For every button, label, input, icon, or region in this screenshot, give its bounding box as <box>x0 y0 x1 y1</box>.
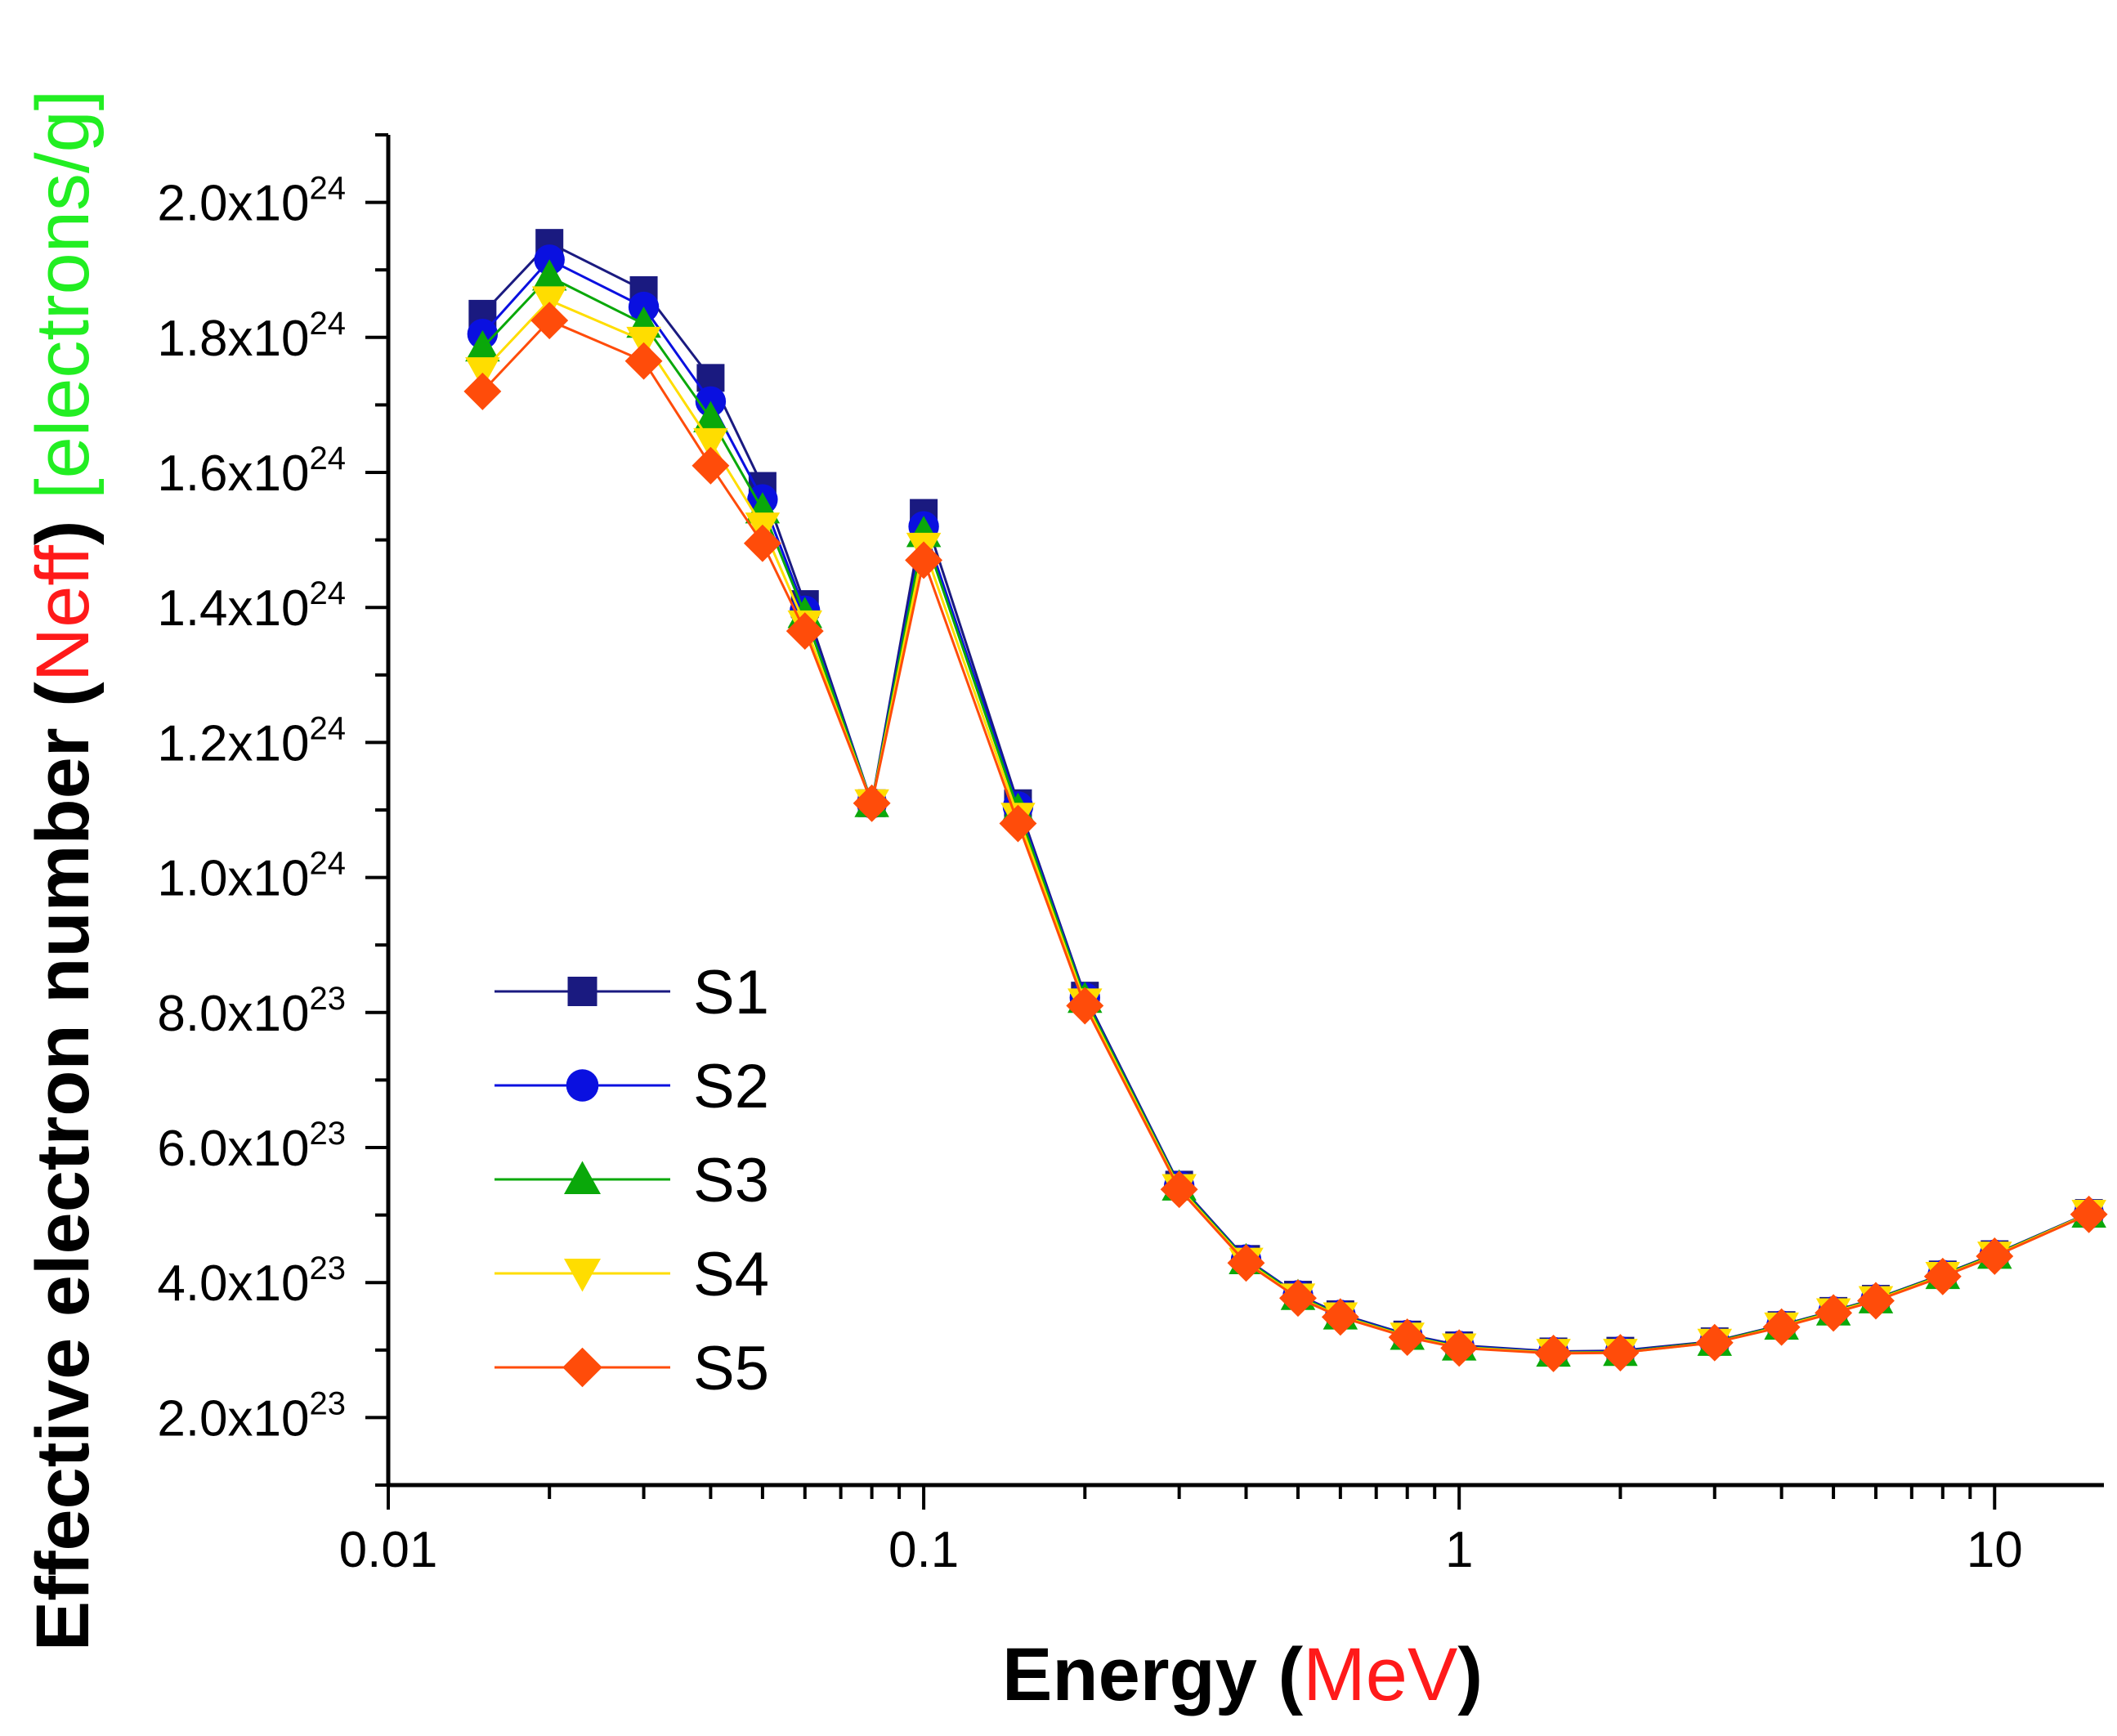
y-tick-exponent: 24 <box>310 846 347 882</box>
x-axis-title-open: ( <box>1278 1633 1304 1716</box>
data-point-s5 <box>2070 1195 2108 1233</box>
y-tick-label: 4.0x1023 <box>157 1251 346 1312</box>
legend-item-s3: S3 <box>495 1146 769 1215</box>
data-point-s5 <box>743 524 781 562</box>
data-point-s5 <box>463 372 502 410</box>
data-point-s5 <box>624 342 663 380</box>
data-point-s5 <box>530 302 569 340</box>
data-point-s5 <box>1815 1294 1853 1332</box>
y-tick-exponent: 23 <box>310 1251 347 1286</box>
y-tick-exponent: 24 <box>310 171 347 207</box>
y-tick-label: 1.8x1024 <box>157 306 346 367</box>
y-tick-exponent: 24 <box>310 710 347 746</box>
legend-label: S4 <box>693 1240 769 1309</box>
y-tick-label: 2.0x1023 <box>157 1385 346 1447</box>
y-axis-title-sym: Neff <box>21 545 105 682</box>
y-tick-exponent: 24 <box>310 306 347 342</box>
data-point-s5 <box>1227 1244 1265 1282</box>
data-point-s5 <box>691 446 730 485</box>
data-point-s5 <box>999 804 1037 843</box>
x-axis-title-close: ) <box>1457 1633 1483 1716</box>
y-tick-mantissa: 1.6x10 <box>157 445 309 502</box>
tick-labels: 2.0x10234.0x10236.0x10238.0x10231.0x1024… <box>157 171 2022 1578</box>
y-tick-exponent: 23 <box>310 1116 347 1152</box>
legend-item-s1: S1 <box>495 958 769 1027</box>
y-axis-title-close: ) <box>21 520 105 545</box>
y-tick-label: 1.4x1024 <box>157 575 346 637</box>
y-tick-mantissa: 1.0x10 <box>157 851 309 907</box>
y-axis-title-unit: [electrons/g] <box>21 90 105 499</box>
x-axis-title-unit: MeV <box>1303 1633 1457 1716</box>
y-tick-label: 1.2x1024 <box>157 710 346 772</box>
data-point-s5 <box>1857 1282 1895 1320</box>
data-point-s5 <box>1066 987 1104 1025</box>
y-tick-label: 1.6x1024 <box>157 441 346 502</box>
y-tick-mantissa: 4.0x10 <box>157 1255 309 1312</box>
y-tick-mantissa: 1.4x10 <box>157 580 309 637</box>
y-axis-title-open: ( <box>21 682 105 707</box>
legend-item-s2: S2 <box>495 1052 769 1121</box>
y-tick-mantissa: 2.0x10 <box>157 176 309 232</box>
data-point-s5 <box>1601 1334 1640 1372</box>
data-point-s5 <box>1762 1308 1801 1346</box>
data-point-s5 <box>1160 1170 1198 1209</box>
data-point-s5 <box>1321 1298 1359 1336</box>
data-point-s5 <box>1695 1323 1734 1362</box>
x-axis-title: Energy (MeV) <box>1002 1633 1483 1716</box>
y-tick-exponent: 24 <box>310 575 347 611</box>
y-tick-label: 8.0x1023 <box>157 981 346 1042</box>
y-tick-label: 6.0x1023 <box>157 1116 346 1177</box>
data-point-s4 <box>693 427 728 460</box>
axis-ticks <box>365 133 1997 1510</box>
data-point-s5 <box>1440 1329 1479 1367</box>
data-point-s5 <box>1279 1279 1317 1318</box>
data-point-s3 <box>693 400 728 432</box>
data-point-s5 <box>785 612 824 651</box>
data-point-s5 <box>1388 1318 1426 1357</box>
data-point-s5 <box>905 541 943 579</box>
y-tick-mantissa: 2.0x10 <box>157 1390 309 1447</box>
y-tick-label: 1.0x1024 <box>157 846 346 907</box>
data-point-s3 <box>465 329 500 362</box>
y-tick-exponent: 24 <box>310 441 347 477</box>
y-tick-mantissa: 1.8x10 <box>157 311 309 367</box>
y-tick-exponent: 23 <box>310 1385 347 1421</box>
y-tick-mantissa: 8.0x10 <box>157 986 309 1042</box>
series-s5 <box>463 302 2108 1372</box>
legend-marker <box>564 1259 601 1292</box>
data-point-s3 <box>531 259 567 291</box>
data-point-s5 <box>1976 1237 2014 1275</box>
legend-label: S5 <box>693 1334 769 1403</box>
x-tick-label: 0.1 <box>888 1522 959 1578</box>
legend-marker <box>566 1069 599 1102</box>
x-tick-label: 0.01 <box>339 1522 438 1578</box>
legend-marker <box>562 1347 602 1388</box>
data-point-s5 <box>1534 1334 1573 1372</box>
y-tick-exponent: 23 <box>310 981 347 1017</box>
legend-item-s5: S5 <box>495 1334 769 1403</box>
y-axis-title-main: Effective electron number <box>21 727 105 1651</box>
x-tick-label: 1 <box>1445 1522 1473 1578</box>
axes <box>386 135 2104 1488</box>
legend-label: S2 <box>693 1052 769 1121</box>
legend: S1 S2 S3 S4 S5 <box>495 958 769 1403</box>
legend-marker <box>564 1161 601 1194</box>
legend-item-s4: S4 <box>495 1240 769 1309</box>
y-axis-title: Effective electron number (Neff) [electr… <box>21 90 105 1652</box>
y-tick-label: 2.0x1024 <box>157 171 346 232</box>
data-point-s5 <box>853 784 891 822</box>
y-tick-mantissa: 6.0x10 <box>157 1121 309 1177</box>
x-tick-label: 10 <box>1967 1522 2023 1578</box>
legend-label: S1 <box>693 958 769 1027</box>
legend-label: S3 <box>693 1146 769 1215</box>
y-tick-mantissa: 1.2x10 <box>157 715 309 772</box>
data-point-s5 <box>1923 1257 1962 1295</box>
plot-series <box>463 229 2108 1372</box>
legend-marker <box>567 977 598 1006</box>
x-axis-title-main: Energy <box>1002 1633 1257 1716</box>
